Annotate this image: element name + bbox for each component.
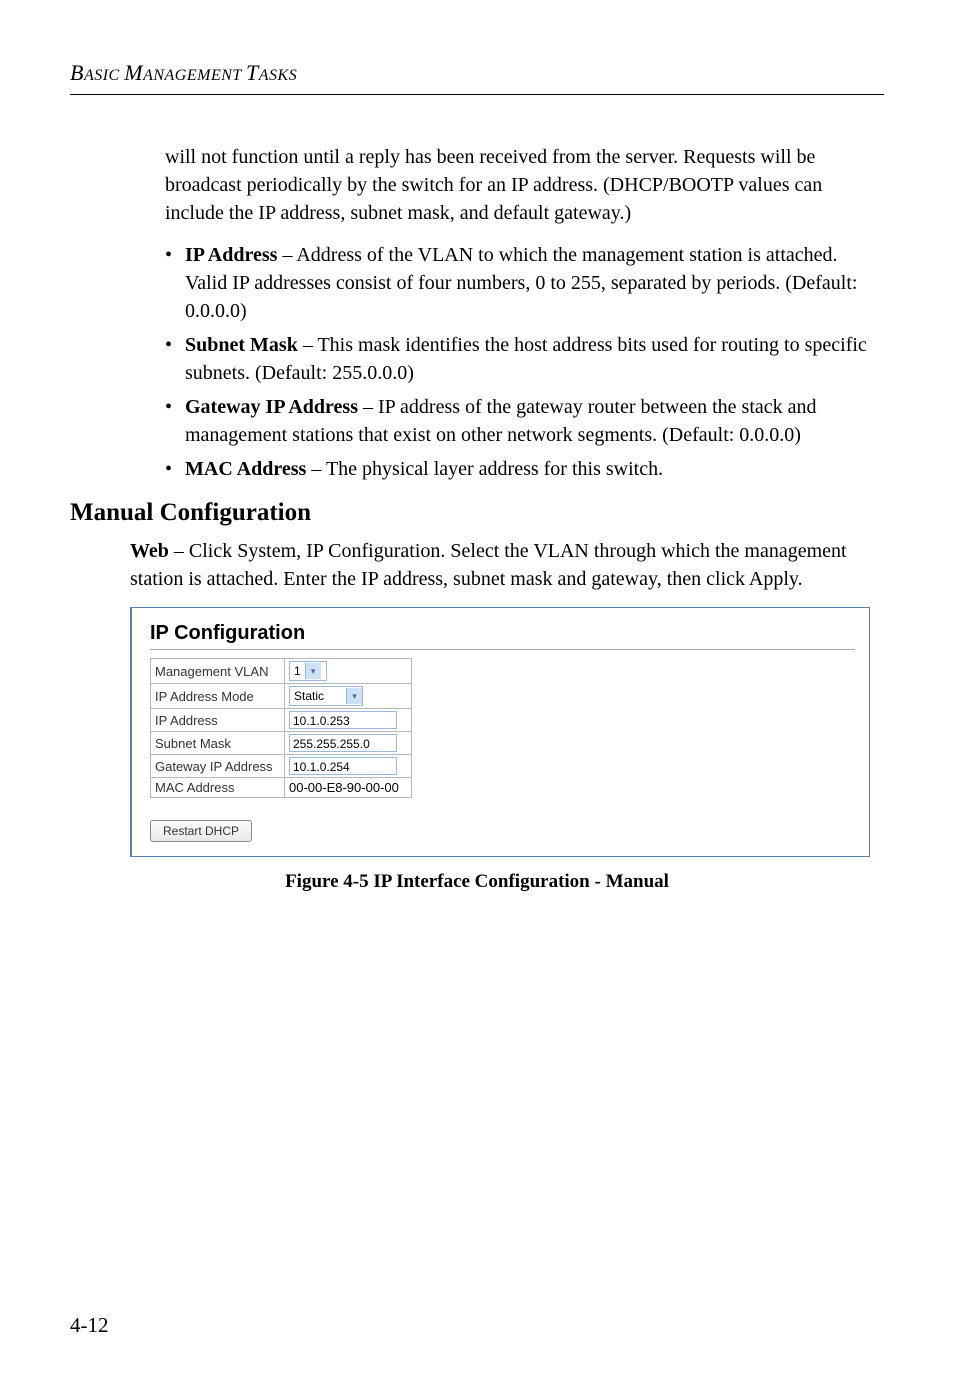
bullet-name: IP Address — [185, 244, 277, 266]
ip-mode-select[interactable]: Static ▾ — [289, 686, 363, 706]
cell-ip-address: 10.1.0.253 — [285, 709, 412, 732]
bullet-name: Gateway IP Address — [185, 396, 358, 418]
subnet-mask-input[interactable]: 255.255.255.0 — [289, 734, 397, 752]
management-vlan-value: 1 — [290, 664, 305, 678]
row-subnet-mask: Subnet Mask 255.255.255.0 — [151, 732, 412, 755]
row-gateway: Gateway IP Address 10.1.0.254 — [151, 755, 412, 778]
bullet-name: Subnet Mask — [185, 334, 298, 356]
running-header: BASIC MANAGEMENT TASKS — [70, 60, 884, 86]
config-table: Management VLAN 1 ▾ IP Address Mode Stat… — [150, 658, 412, 798]
label-ip-mode: IP Address Mode — [151, 684, 285, 709]
ip-address-input[interactable]: 10.1.0.253 — [289, 711, 397, 729]
row-management-vlan: Management VLAN 1 ▾ — [151, 659, 412, 684]
bullet-subnet-mask: • Subnet Mask – This mask identifies the… — [165, 331, 884, 387]
bullet-desc: – Address of the VLAN to which the manag… — [185, 244, 857, 322]
bullet-text: IP Address – Address of the VLAN to whic… — [185, 241, 884, 325]
cell-gateway: 10.1.0.254 — [285, 755, 412, 778]
bullet-desc: – The physical layer address for this sw… — [306, 458, 663, 480]
section-heading: Manual Configuration — [70, 499, 884, 527]
chevron-down-icon: ▾ — [305, 663, 321, 679]
restart-dhcp-button[interactable]: Restart DHCP — [150, 820, 252, 842]
bullet-name: MAC Address — [185, 458, 306, 480]
bullet-text: Gateway IP Address – IP address of the g… — [185, 393, 884, 449]
intro-paragraph: will not function until a reply has been… — [165, 143, 884, 227]
bullet-dot: • — [165, 393, 185, 449]
header-rule — [70, 94, 884, 95]
ip-config-panel: IP Configuration Management VLAN 1 ▾ IP … — [130, 607, 870, 857]
web-label: Web — [130, 540, 169, 562]
bullet-gateway: • Gateway IP Address – IP address of the… — [165, 393, 884, 449]
chevron-down-icon: ▾ — [346, 688, 362, 704]
label-ip-address: IP Address — [151, 709, 285, 732]
web-text: – Click System, IP Configuration. Select… — [130, 540, 847, 590]
row-mac: MAC Address 00-00-E8-90-00-00 — [151, 778, 412, 798]
page-number: 4-12 — [70, 1313, 109, 1338]
gateway-input[interactable]: 10.1.0.254 — [289, 757, 397, 775]
bullet-ip-address: • IP Address – Address of the VLAN to wh… — [165, 241, 884, 325]
label-subnet-mask: Subnet Mask — [151, 732, 285, 755]
bullet-dot: • — [165, 455, 185, 483]
cell-ip-mode: Static ▾ — [285, 684, 412, 709]
row-ip-mode: IP Address Mode Static ▾ — [151, 684, 412, 709]
cell-management-vlan: 1 ▾ — [285, 659, 412, 684]
label-gateway: Gateway IP Address — [151, 755, 285, 778]
cell-subnet-mask: 255.255.255.0 — [285, 732, 412, 755]
panel-title: IP Configuration — [150, 622, 851, 645]
bullet-text: MAC Address – The physical layer address… — [185, 455, 884, 483]
row-ip-address: IP Address 10.1.0.253 — [151, 709, 412, 732]
label-mac: MAC Address — [151, 778, 285, 798]
bullet-dot: • — [165, 241, 185, 325]
management-vlan-select[interactable]: 1 ▾ — [289, 661, 327, 681]
bullet-dot: • — [165, 331, 185, 387]
bullet-mac: • MAC Address – The physical layer addre… — [165, 455, 884, 483]
ip-mode-value: Static — [290, 689, 346, 703]
panel-rule — [150, 649, 855, 650]
label-management-vlan: Management VLAN — [151, 659, 285, 684]
web-paragraph: Web – Click System, IP Configuration. Se… — [130, 537, 884, 593]
bullet-text: Subnet Mask – This mask identifies the h… — [185, 331, 884, 387]
mac-value: 00-00-E8-90-00-00 — [285, 778, 412, 798]
figure-caption: Figure 4-5 IP Interface Configuration - … — [70, 871, 884, 893]
